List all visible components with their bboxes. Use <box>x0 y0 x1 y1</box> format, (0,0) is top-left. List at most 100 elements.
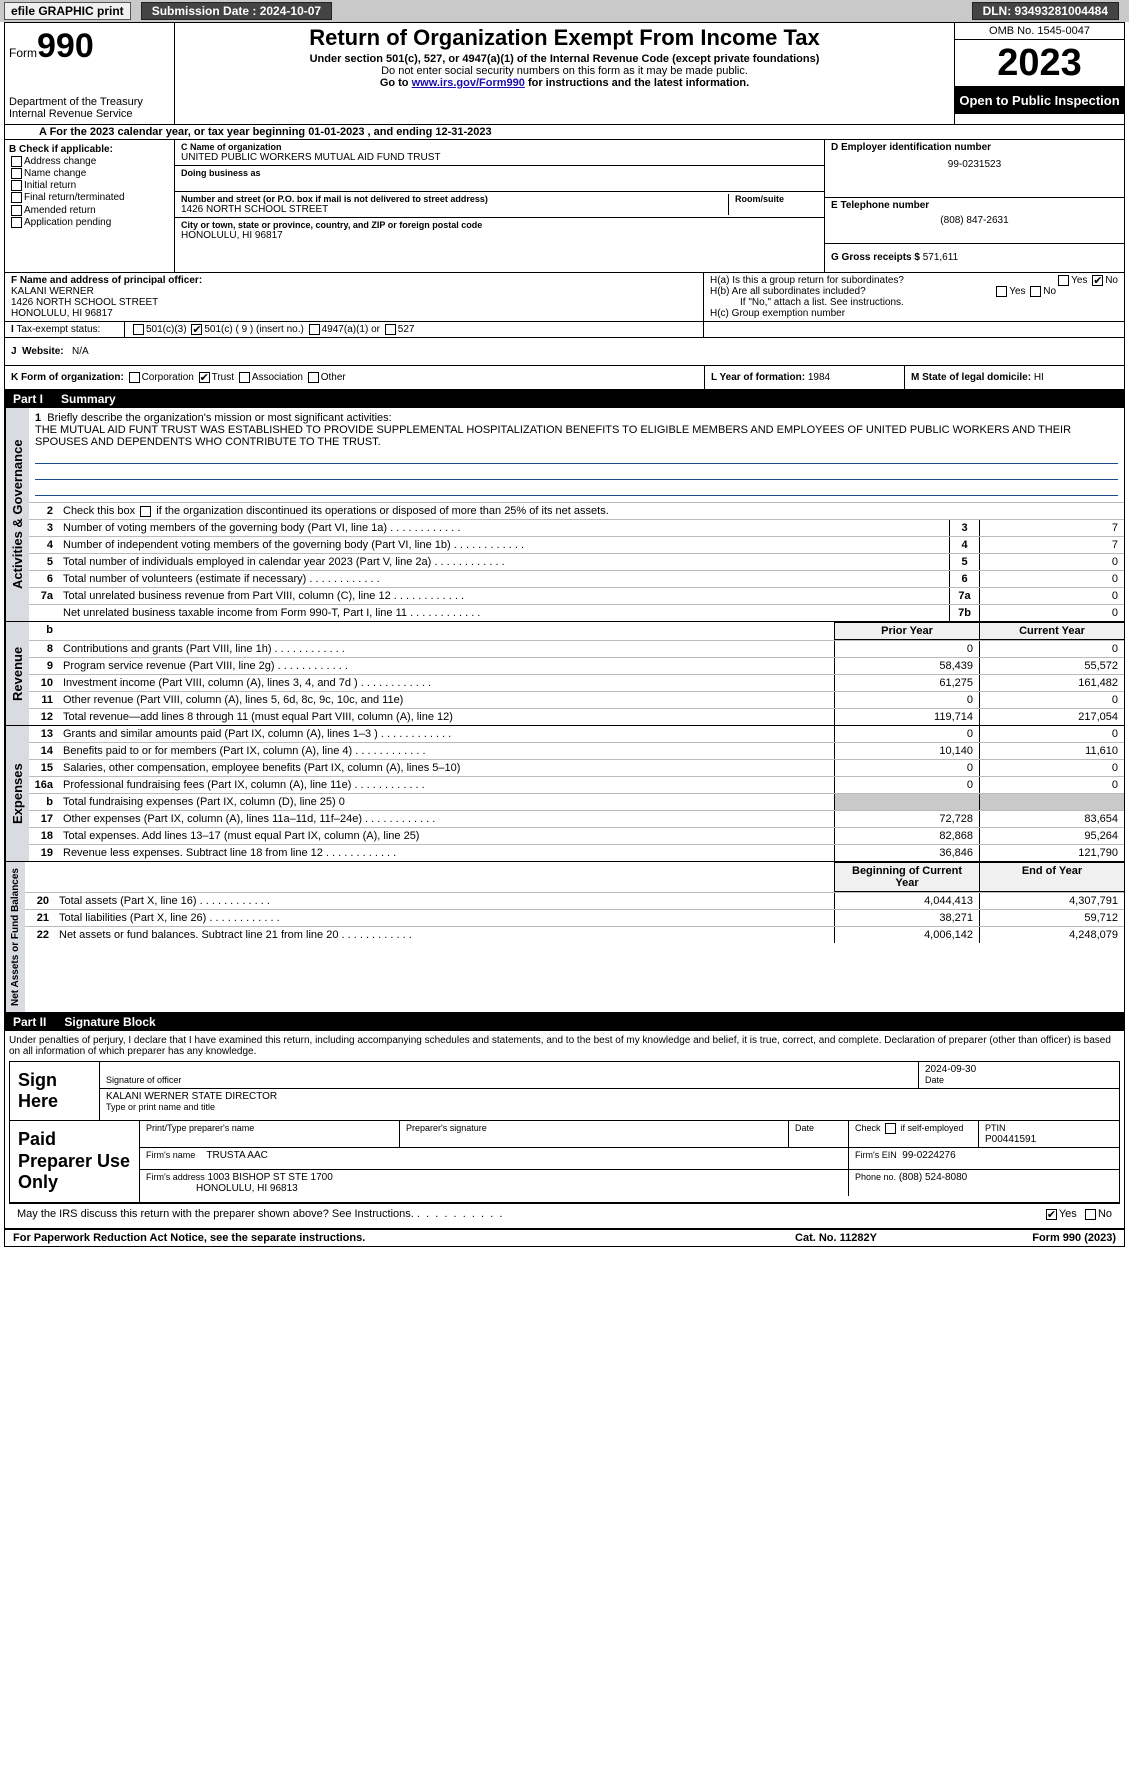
c15: 0 <box>979 760 1124 776</box>
p19: 36,846 <box>834 845 979 861</box>
cb-application-pending[interactable]: Application pending <box>9 217 170 228</box>
submission-date-button[interactable]: Submission Date : 2024-10-07 <box>141 2 332 20</box>
form-title: Return of Organization Exempt From Incom… <box>181 25 948 51</box>
line-20: Total assets (Part X, line 16) <box>53 893 834 909</box>
p18: 82,868 <box>834 828 979 844</box>
officer-street: 1426 NORTH SCHOOL STREET <box>11 297 697 308</box>
dept-label: Department of the Treasury <box>9 96 170 108</box>
sign-here-block: Sign Here Signature of officer 2024-09-3… <box>9 1061 1120 1121</box>
declaration-text: Under penalties of perjury, I declare th… <box>9 1035 1120 1057</box>
line-17: Other expenses (Part IX, column (A), lin… <box>57 811 834 827</box>
domicile-val: HI <box>1034 372 1044 383</box>
omb-number: OMB No. 1545-0047 <box>955 23 1124 40</box>
city-state-zip: HONOLULU, HI 96817 <box>181 230 818 241</box>
mission-label: Briefly describe the organization's miss… <box>47 412 391 424</box>
ein-label: D Employer identification number <box>831 142 1118 153</box>
tel-value: (808) 847-2631 <box>831 215 1118 226</box>
sig-date: 2024-09-30 <box>925 1064 976 1075</box>
c20: 4,307,791 <box>979 893 1124 909</box>
p14: 10,140 <box>834 743 979 759</box>
ptin-label: PTIN <box>985 1123 1006 1133</box>
officer-city: HONOLULU, HI 96817 <box>11 308 697 319</box>
form-org-label: K Form of organization: <box>11 372 124 383</box>
firm-ein-label: Firm's EIN <box>855 1150 897 1160</box>
cb-final-return[interactable]: Final return/terminated <box>9 192 170 203</box>
line-4: Number of independent voting members of … <box>57 537 949 553</box>
val-6: 0 <box>979 571 1124 587</box>
year-formation-label: L Year of formation: <box>711 372 805 383</box>
c12: 217,054 <box>979 709 1124 725</box>
website-value: N/A <box>72 346 89 357</box>
line-10: Investment income (Part VIII, column (A)… <box>57 675 834 691</box>
p9: 58,439 <box>834 658 979 674</box>
p22: 4,006,142 <box>834 927 979 943</box>
line-16b: Total fundraising expenses (Part IX, col… <box>57 794 834 810</box>
p20: 4,044,413 <box>834 893 979 909</box>
part-2-header: Part IISignature Block <box>5 1013 1124 1031</box>
h-c: H(c) Group exemption number <box>710 308 1118 319</box>
cb-trust[interactable] <box>199 372 210 383</box>
col-d-e: D Employer identification number 99-0231… <box>824 140 1124 272</box>
cb-name-change[interactable]: Name change <box>9 168 170 179</box>
domicile-label: M State of legal domicile: <box>911 372 1031 383</box>
mission-text: THE MUTUAL AID FUNT TRUST WAS ESTABLISHE… <box>35 424 1071 448</box>
cb-527[interactable] <box>385 324 396 335</box>
website-label: Website: <box>22 346 64 357</box>
val-7a: 0 <box>979 588 1124 604</box>
c18: 95,264 <box>979 828 1124 844</box>
gross-value: 571,611 <box>923 252 958 263</box>
cb-corporation[interactable] <box>129 372 140 383</box>
firm-addr-label: Firm's address <box>146 1172 205 1182</box>
firm-phone: (808) 524-8080 <box>899 1172 967 1183</box>
street-label: Number and street (or P.O. box if mail i… <box>181 194 728 204</box>
p21: 38,271 <box>834 910 979 926</box>
p13: 0 <box>834 726 979 742</box>
form-footer: Form 990 (2023) <box>936 1232 1116 1244</box>
h-b: H(b) Are all subordinates included? Yes … <box>710 286 1118 297</box>
cb-association[interactable] <box>239 372 250 383</box>
cb-501c3[interactable] <box>133 324 144 335</box>
line-5: Total number of individuals employed in … <box>57 554 949 570</box>
form-990: Form990 Department of the Treasury Inter… <box>4 22 1125 1247</box>
c16a: 0 <box>979 777 1124 793</box>
p16a: 0 <box>834 777 979 793</box>
prep-name-label: Print/Type preparer's name <box>146 1123 254 1133</box>
cb-amended-return[interactable]: Amended return <box>9 205 170 216</box>
p11: 0 <box>834 692 979 708</box>
line-2: Check this box if the organization disco… <box>57 503 1124 519</box>
p8: 0 <box>834 641 979 657</box>
cb-discuss-yes[interactable] <box>1046 1209 1057 1220</box>
c8: 0 <box>979 641 1124 657</box>
form-subtitle-1: Under section 501(c), 527, or 4947(a)(1)… <box>181 53 948 65</box>
firm-name: TRUSTA AAC <box>206 1150 268 1161</box>
cb-4947[interactable] <box>309 324 320 335</box>
cb-discuss-no[interactable] <box>1085 1209 1096 1220</box>
col-c-org-info: C Name of organization UNITED PUBLIC WOR… <box>175 140 824 272</box>
prep-sig-label: Preparer's signature <box>406 1123 487 1133</box>
paid-preparer-label: Paid Preparer Use Only <box>10 1121 140 1202</box>
line-7a: Total unrelated business revenue from Pa… <box>57 588 949 604</box>
tax-exempt-label: Tax-exempt status: <box>16 324 100 335</box>
h-a: H(a) Is this a group return for subordin… <box>710 275 1118 286</box>
cb-other[interactable] <box>308 372 319 383</box>
efile-button[interactable]: efile GRAPHIC print <box>4 2 131 20</box>
side-revenue: Revenue <box>5 622 29 725</box>
cb-initial-return[interactable]: Initial return <box>9 180 170 191</box>
irs-gov-link[interactable]: www.irs.gov/Form990 <box>412 77 525 89</box>
c13: 0 <box>979 726 1124 742</box>
prep-date-label: Date <box>795 1123 814 1133</box>
hdr-current: Current Year <box>979 622 1124 640</box>
cb-address-change[interactable]: Address change <box>9 156 170 167</box>
h-b-note: If "No," attach a list. See instructions… <box>710 297 1118 308</box>
p12: 119,714 <box>834 709 979 725</box>
dln-button[interactable]: DLN: 93493281004484 <box>972 2 1119 20</box>
line-9: Program service revenue (Part VIII, line… <box>57 658 834 674</box>
sig-date-label: Date <box>925 1075 944 1085</box>
line-18: Total expenses. Add lines 13–17 (must eq… <box>57 828 834 844</box>
cb-501c[interactable] <box>191 324 202 335</box>
line-7b: Net unrelated business taxable income fr… <box>57 605 949 621</box>
p15: 0 <box>834 760 979 776</box>
val-5: 0 <box>979 554 1124 570</box>
dba-label: Doing business as <box>181 168 818 178</box>
top-toolbar: efile GRAPHIC print Submission Date : 20… <box>0 0 1129 22</box>
